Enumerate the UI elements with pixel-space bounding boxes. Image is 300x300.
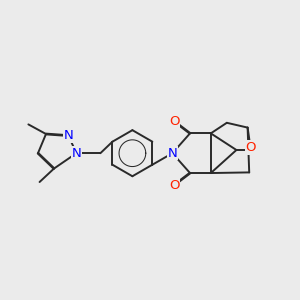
Text: O: O bbox=[246, 141, 256, 154]
Text: O: O bbox=[169, 179, 179, 192]
Text: N: N bbox=[64, 129, 73, 142]
Text: N: N bbox=[167, 147, 177, 160]
Text: O: O bbox=[169, 115, 179, 128]
Text: N: N bbox=[71, 147, 81, 160]
